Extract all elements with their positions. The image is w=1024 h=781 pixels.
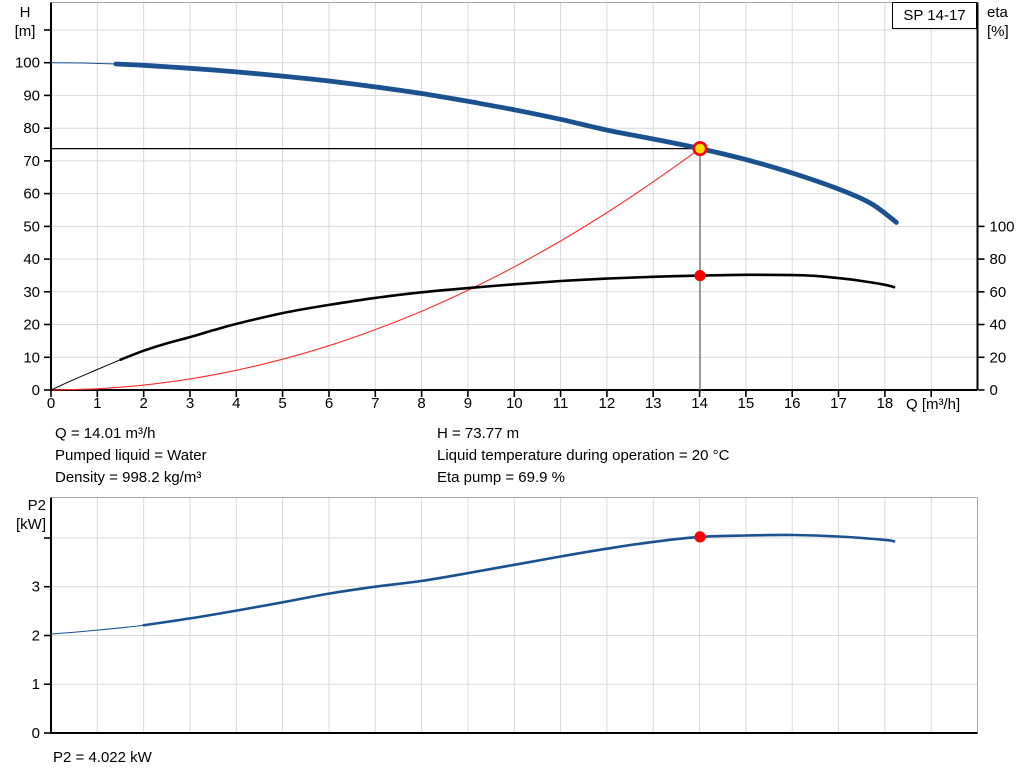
- eta-axis-unit: [%]: [987, 23, 1009, 40]
- h-axis-unit: [m]: [14, 23, 36, 40]
- info-flow: Q = 14.01 m³/h: [55, 425, 156, 442]
- svg-text:60: 60: [23, 186, 40, 203]
- svg-text:18: 18: [877, 395, 894, 412]
- svg-text:17: 17: [830, 395, 847, 412]
- p2-axis-unit: [kW]: [16, 516, 46, 533]
- svg-text:12: 12: [599, 395, 616, 412]
- svg-text:1: 1: [93, 395, 101, 412]
- svg-text:3: 3: [186, 395, 194, 412]
- h-axis-symbol: H: [19, 4, 31, 21]
- p2-curve: [50, 533, 896, 635]
- svg-text:10: 10: [23, 349, 40, 366]
- svg-text:0: 0: [47, 395, 55, 412]
- svg-text:70: 70: [23, 153, 40, 170]
- svg-text:3: 3: [32, 579, 40, 596]
- svg-text:2: 2: [32, 628, 40, 645]
- svg-text:20: 20: [23, 317, 40, 334]
- pump-model-badge: SP 14-17: [892, 2, 977, 29]
- svg-text:16: 16: [784, 395, 801, 412]
- svg-text:13: 13: [645, 395, 662, 412]
- svg-text:11: 11: [553, 395, 569, 412]
- info-p2: P2 = 4.022 kW: [53, 749, 152, 766]
- info-eta-pump: Eta pump = 69.9 %: [437, 469, 565, 486]
- y-axis-title-head: H [m]: [4, 3, 46, 41]
- svg-text:10: 10: [506, 395, 523, 412]
- svg-text:60: 60: [990, 284, 1007, 301]
- x-axis-title-flow: Q [m³/h]: [906, 396, 961, 413]
- eta-axis-symbol: eta: [987, 4, 1008, 21]
- svg-text:6: 6: [325, 395, 333, 412]
- svg-text:15: 15: [738, 395, 755, 412]
- y2-axis-title-eta: eta [%]: [987, 3, 1009, 41]
- svg-text:0: 0: [990, 382, 998, 399]
- svg-text:0: 0: [32, 382, 40, 399]
- svg-text:4: 4: [232, 395, 240, 412]
- svg-text:1: 1: [32, 676, 40, 693]
- gridlines: [51, 497, 978, 733]
- axis-ticks-and-labels: 0 1 2 3: [32, 537, 50, 742]
- svg-text:2: 2: [140, 395, 148, 412]
- svg-text:5: 5: [278, 395, 286, 412]
- svg-text:30: 30: [23, 284, 40, 301]
- info-liquid-temperature: Liquid temperature during operation = 20…: [437, 447, 730, 464]
- info-head: H = 73.77 m: [437, 425, 520, 442]
- svg-text:90: 90: [23, 87, 40, 104]
- duty-point-guides: [51, 148, 701, 390]
- pump-head-curve: [50, 61, 899, 225]
- svg-text:8: 8: [417, 395, 425, 412]
- efficiency-curve: [50, 273, 896, 391]
- plot-frame: [50, 497, 978, 734]
- p2-power-chart: 0 1 2 3: [32, 497, 978, 742]
- svg-text:7: 7: [371, 395, 379, 412]
- svg-text:100: 100: [990, 218, 1015, 235]
- p2-axis-symbol: P2: [27, 497, 46, 514]
- info-pumped-liquid: Pumped liquid = Water: [55, 447, 207, 464]
- svg-text:100: 100: [15, 55, 40, 72]
- svg-text:14: 14: [691, 395, 708, 412]
- svg-text:80: 80: [990, 251, 1007, 268]
- svg-text:50: 50: [23, 218, 40, 235]
- svg-text:9: 9: [464, 395, 472, 412]
- info-density: Density = 998.2 kg/m³: [55, 469, 202, 486]
- svg-text:80: 80: [23, 120, 40, 137]
- svg-text:40: 40: [990, 317, 1007, 334]
- y-axis-title-p2: P2 [kW]: [0, 496, 46, 534]
- efficiency-point-marker: [694, 270, 706, 282]
- svg-text:20: 20: [990, 349, 1007, 366]
- plot-frame: [50, 2, 979, 391]
- gridlines: [51, 2, 978, 390]
- p2-point-marker: [694, 531, 706, 543]
- system-curve: [50, 148, 701, 391]
- duty-point-marker: [692, 141, 708, 157]
- svg-text:0: 0: [32, 725, 40, 742]
- svg-text:40: 40: [23, 251, 40, 268]
